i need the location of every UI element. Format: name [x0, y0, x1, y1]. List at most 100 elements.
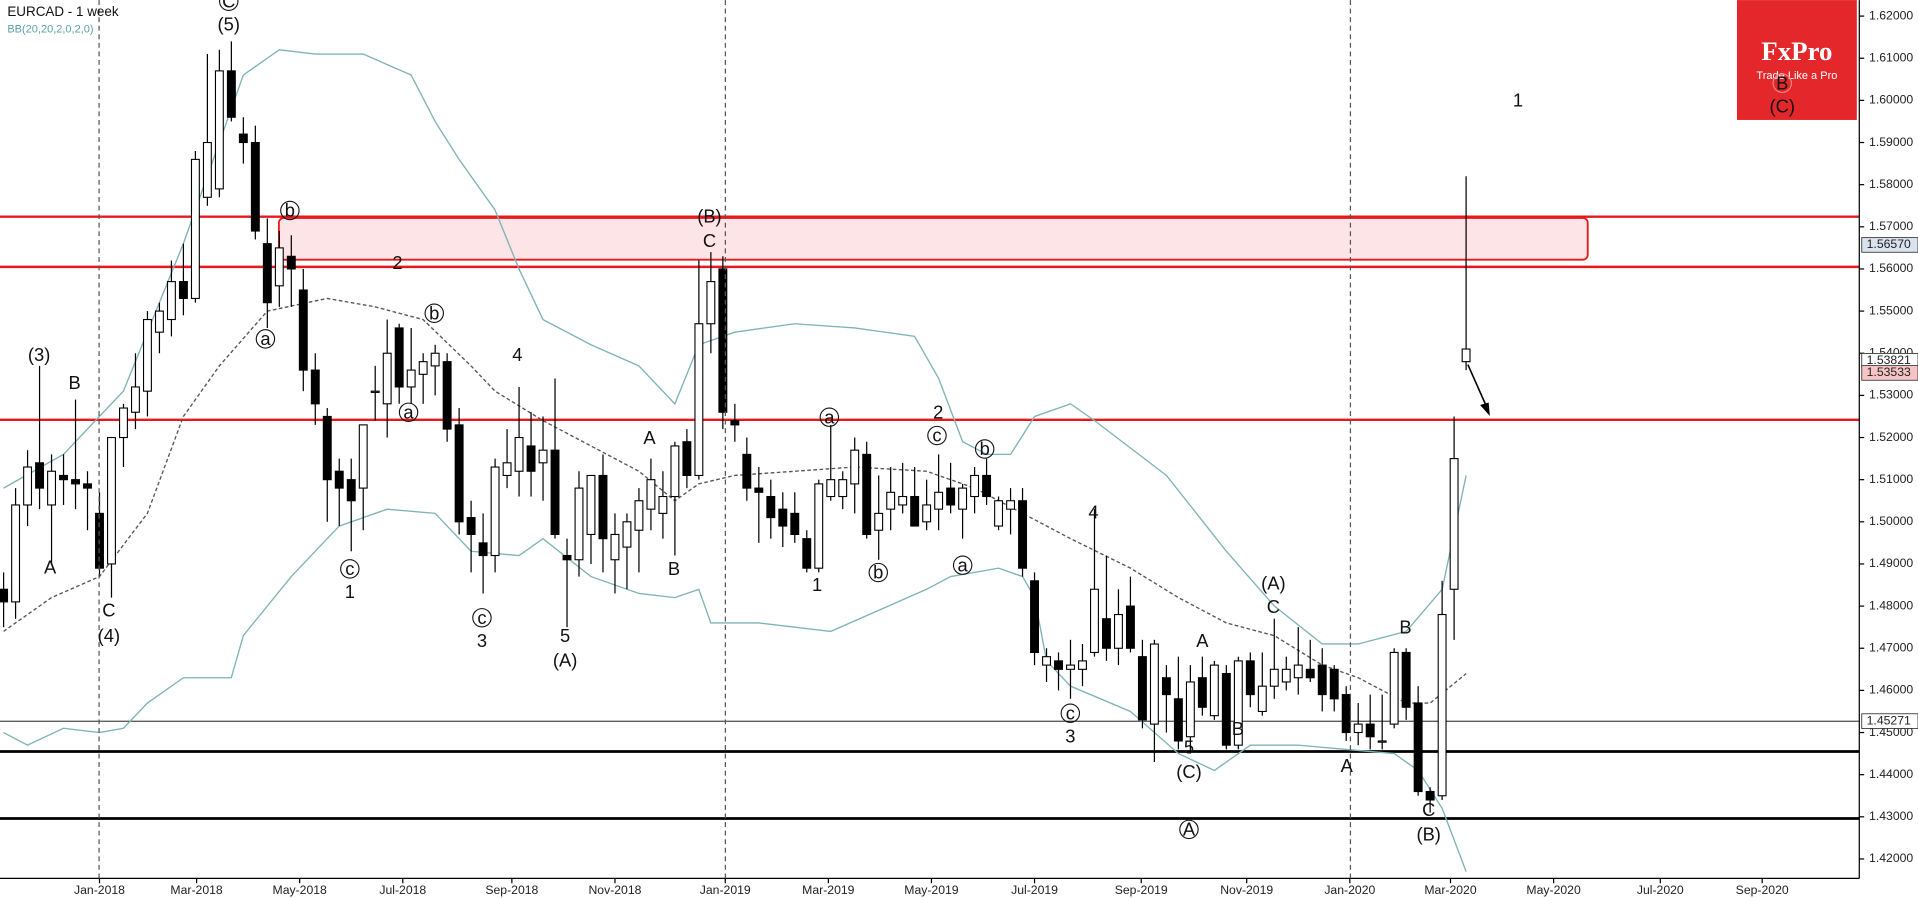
candle-body [286, 255, 296, 270]
candle-body [1197, 677, 1207, 708]
candle-body [226, 70, 236, 118]
x-tick-label: Jan-2019 [700, 883, 751, 897]
candle-body [982, 474, 992, 498]
y-tick-label: 1.48000 [1869, 598, 1913, 612]
candle-body [1365, 723, 1375, 738]
candle-body [1413, 702, 1423, 793]
wave-label: 2 [933, 401, 943, 422]
candle-body [514, 436, 524, 472]
candle-body [958, 487, 968, 510]
candle-body [1185, 681, 1195, 738]
candle-body [1305, 668, 1315, 679]
chart-title: EURCAD - 1 week [7, 4, 119, 19]
candle-body [334, 470, 344, 489]
annotation-circle [952, 555, 973, 575]
candle-body [1281, 668, 1291, 683]
candle-body [1006, 500, 1016, 510]
candle-body [202, 141, 212, 198]
wave-label: c [477, 607, 486, 628]
x-tick-label: Jul-2019 [1011, 883, 1058, 897]
candle-body [886, 491, 896, 510]
candle-body [538, 449, 548, 464]
candle-body [778, 508, 788, 527]
x-tick-label: Mar-2018 [170, 883, 222, 897]
y-tick-label: 1.51000 [1869, 472, 1913, 486]
y-tick-label: 1.55000 [1869, 303, 1913, 317]
candle-body [946, 487, 956, 506]
candle-body [1461, 348, 1471, 363]
x-tick-label: May-2018 [273, 883, 328, 897]
indicator-label: BB(20,20,2,0,2,0) [7, 23, 93, 35]
wave-label: (B) [1416, 823, 1440, 844]
price-tag-label: 1.53821 [1867, 353, 1911, 367]
bollinger-band [3, 297, 1467, 704]
y-tick-label: 1.57000 [1869, 219, 1913, 233]
x-tick-label: May-2020 [1526, 883, 1581, 897]
candle-body [598, 474, 608, 540]
candle-body [802, 538, 812, 569]
candle-body [1353, 723, 1363, 734]
candle-body [382, 352, 392, 405]
candle-body [214, 70, 224, 190]
candle-body [1317, 664, 1327, 696]
wave-label: (A) [553, 650, 577, 671]
price-tag-label: 1.45271 [1867, 713, 1911, 727]
wave-label: B [1232, 718, 1244, 739]
wave-label: C [102, 600, 115, 621]
annotation-circle [1179, 819, 1199, 840]
candle-body [35, 462, 45, 489]
candle-body [166, 281, 176, 321]
candle-body [562, 554, 572, 561]
candle-body [1329, 668, 1339, 700]
wave-label: B [1776, 72, 1788, 93]
x-tick-label: Sep-2020 [1736, 883, 1789, 897]
candle-body [0, 588, 9, 603]
candle-body [430, 352, 440, 367]
x-tick-label: Jul-2020 [1637, 883, 1684, 897]
candle-body [154, 310, 164, 333]
wave-label: a [958, 554, 969, 575]
candle-body [526, 445, 536, 472]
y-tick-label: 1.61000 [1869, 50, 1913, 64]
price-tag-label: 1.56570 [1867, 237, 1911, 251]
candle-body [826, 479, 836, 498]
x-tick-label: Nov-2019 [1220, 883, 1273, 897]
wave-label: c [345, 558, 354, 579]
price-tag-label: 1.53533 [1867, 365, 1911, 379]
candle-body [1149, 643, 1159, 725]
candle-body [1449, 458, 1459, 590]
candle-body [1054, 660, 1063, 670]
candle-body [130, 386, 140, 413]
wave-label: b [285, 200, 295, 221]
x-tick-label: Mar-2019 [802, 883, 854, 897]
candle-body [478, 542, 488, 557]
wave-label: b [873, 562, 883, 583]
logo-name: FxPro [1761, 36, 1832, 66]
candle-body [1425, 790, 1435, 801]
annotation-circle [868, 562, 888, 583]
annotation-circle [472, 608, 492, 628]
candle-body [1030, 580, 1039, 654]
wave-label: 1 [1513, 89, 1523, 110]
x-tick-label: Sep-2019 [1115, 883, 1168, 897]
y-tick-label: 1.59000 [1869, 135, 1913, 149]
x-tick-label: Sep-2018 [485, 883, 538, 897]
annotation-circle [927, 425, 947, 446]
candle-body [490, 466, 500, 557]
candle-body [250, 141, 260, 232]
arrow-head [1480, 402, 1490, 416]
candle-body [1437, 613, 1447, 797]
x-tick-label: Jul-2018 [379, 883, 426, 897]
candle-body [466, 517, 476, 536]
y-tick-label: 1.62000 [1869, 8, 1913, 22]
annotation-circle [1772, 73, 1792, 93]
candle-body [346, 479, 356, 502]
y-tick-label: 1.42000 [1869, 851, 1913, 865]
x-tick-label: Jan-2020 [1324, 883, 1375, 897]
wave-label: 1 [345, 581, 355, 602]
wave-label: b [429, 302, 439, 323]
wave-label: (B) [697, 206, 721, 227]
x-tick-label: Jan-2018 [74, 883, 125, 897]
annotation-circle [424, 303, 444, 323]
